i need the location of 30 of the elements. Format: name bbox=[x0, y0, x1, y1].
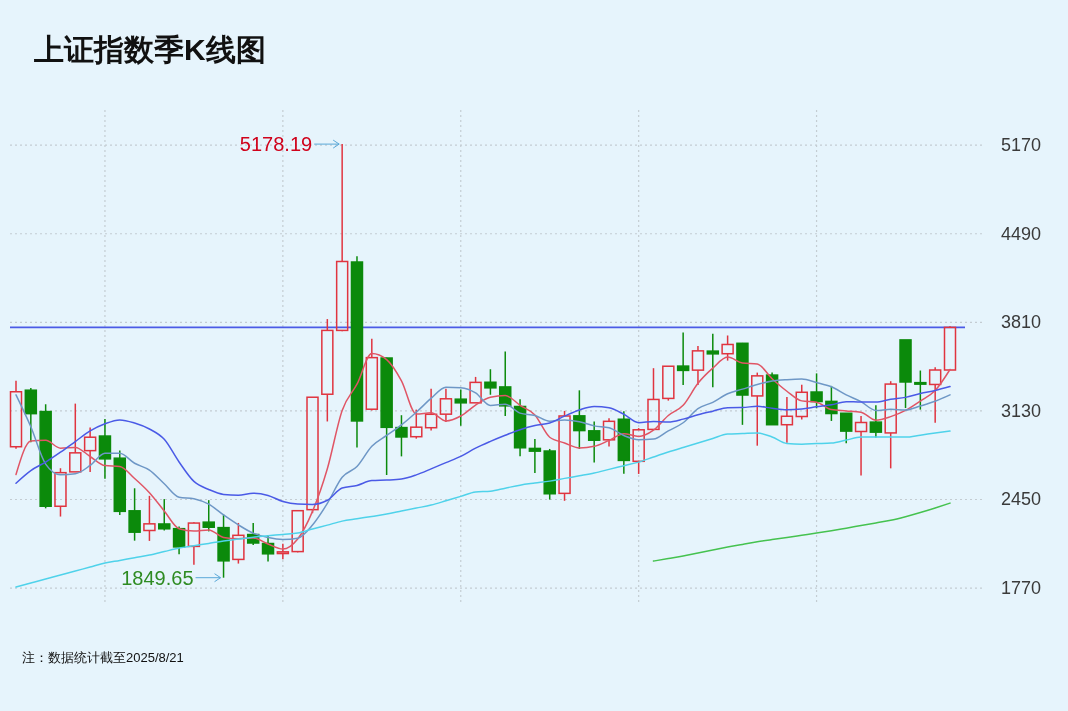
candlestick bbox=[706, 332, 720, 388]
y-tick-label: 3130 bbox=[1000, 400, 1042, 421]
y-tick-label: 3810 bbox=[1000, 312, 1042, 333]
line-series bbox=[15, 385, 951, 506]
candlestick bbox=[587, 420, 601, 464]
line-series bbox=[652, 502, 951, 562]
candlestick bbox=[172, 525, 186, 556]
candlestick bbox=[350, 255, 364, 449]
candlestick bbox=[573, 389, 586, 450]
candlestick bbox=[676, 331, 690, 386]
candlestick bbox=[602, 417, 616, 448]
chart-title: 上证指数季K线图 bbox=[33, 33, 266, 66]
y-tick-label: 5170 bbox=[1000, 135, 1042, 156]
candlestick bbox=[9, 380, 23, 450]
candlestick bbox=[454, 388, 468, 427]
line-series bbox=[15, 430, 951, 588]
text: 注：数据统计截至2025/8/21 bbox=[22, 650, 184, 665]
annotation: 5178.19 bbox=[239, 133, 313, 156]
candlestick bbox=[365, 337, 379, 410]
candlestick bbox=[528, 438, 542, 474]
annotation: 1849.65 bbox=[121, 566, 194, 589]
candlestick bbox=[780, 396, 794, 444]
y-tick-label: 1770 bbox=[1000, 578, 1042, 599]
candlestick bbox=[98, 418, 112, 480]
candlestick bbox=[691, 345, 705, 386]
y-tick-label: 4490 bbox=[1000, 223, 1042, 244]
y-tick-label: 2450 bbox=[1000, 489, 1042, 510]
candlestick bbox=[424, 387, 438, 432]
candlestick bbox=[928, 366, 942, 424]
candlestick bbox=[854, 415, 868, 477]
